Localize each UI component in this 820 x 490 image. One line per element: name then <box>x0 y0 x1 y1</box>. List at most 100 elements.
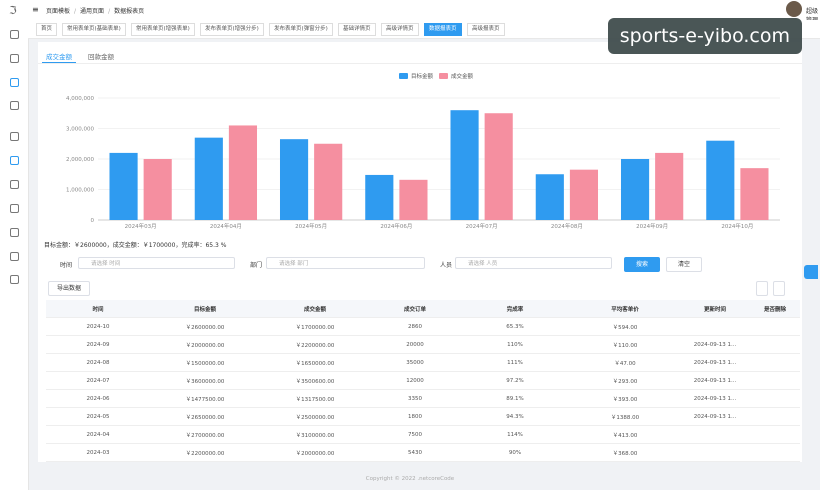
sub-tab[interactable]: 回款金额 <box>88 53 114 61</box>
sub-tab[interactable]: 成交金额 <box>46 53 72 61</box>
x-tick-label: 2024年03月 <box>125 222 157 230</box>
breadcrumb-item[interactable]: 页面模板 <box>46 8 71 15</box>
tool-button[interactable] <box>756 281 768 296</box>
table-row: 2024-07 ￥3600000.00 ￥3500600.00 12000 97.2% ￥… <box>46 371 800 390</box>
export-button[interactable]: 导出数据 <box>48 281 90 296</box>
header-row: 时间 目标金额 成交金额 成交订单 完成率 平均客单价 更新时间 是否删除 <box>46 300 800 318</box>
table-cell: 94.3% <box>460 407 570 426</box>
table-cell: 12000 <box>370 371 460 390</box>
filter-label: 时间 <box>60 262 73 269</box>
table-cell <box>750 335 800 354</box>
column-header: 平均客单价 <box>570 300 680 318</box>
table-cell: 5430 <box>370 443 460 462</box>
table-cell: 2024-09 <box>46 335 150 354</box>
tab-indicator <box>42 62 76 63</box>
table-cell <box>750 317 800 336</box>
table-cell <box>750 443 800 462</box>
y-tick-label: 4,000,000 <box>66 96 94 102</box>
table-cell: 7500 <box>370 425 460 444</box>
y-tick-label: 0 <box>91 218 95 224</box>
nav-icon[interactable] <box>10 204 19 213</box>
table-row: 2024-05 ￥2650000.00 ￥2500000.00 1800 94.3% ￥1… <box>46 407 800 426</box>
table-cell: ￥1700000.00 <box>260 317 370 336</box>
table-cell: 2024-08 <box>46 353 150 372</box>
bar <box>228 125 258 220</box>
footer: Copyright © 2022 .netcoreCode <box>365 476 455 482</box>
x-tick-label: 2024年07月 <box>466 222 498 230</box>
table-cell <box>750 425 800 444</box>
nav-icon[interactable] <box>10 180 19 189</box>
bar <box>109 152 138 220</box>
nav-icon[interactable] <box>10 101 19 110</box>
table-cell: ￥2200000.00 <box>150 443 260 462</box>
filter-input[interactable]: 请选择 部门 <box>266 257 425 269</box>
table-cell <box>680 443 750 462</box>
legend-swatch <box>439 73 448 79</box>
table-cell: ￥1477500.00 <box>150 389 260 408</box>
table-cell <box>680 425 750 444</box>
tab[interactable]: 常用表单页(基础表单) <box>62 23 126 36</box>
bar <box>399 179 428 220</box>
table-row: 2024-10 ￥2600000.00 ￥1700000.00 2860 65.3% ￥5… <box>46 317 800 336</box>
nav-icon[interactable] <box>10 252 19 261</box>
table-cell: ￥368.00 <box>570 443 680 462</box>
tool-button[interactable] <box>773 281 785 296</box>
nav-icon[interactable] <box>10 156 19 165</box>
table-cell: ￥2700000.00 <box>150 425 260 444</box>
breadcrumb-item[interactable]: 通用页面 <box>80 8 105 15</box>
filter-label: 部门 <box>250 262 263 269</box>
x-tick-label: 2024年05月 <box>295 222 327 230</box>
tab[interactable]: 常用表单页(增强表单) <box>131 23 195 36</box>
nav-icon[interactable] <box>10 54 19 63</box>
search-button[interactable]: 搜索 <box>624 257 660 272</box>
nav-icon[interactable] <box>10 228 19 237</box>
table-cell: 35000 <box>370 353 460 372</box>
tab[interactable]: 首页 <box>36 23 58 36</box>
filter-input[interactable]: 请选择 人员 <box>455 257 612 269</box>
tab[interactable]: 高级详情页 <box>381 23 419 36</box>
breadcrumb-item[interactable]: 数据报表页 <box>114 8 145 15</box>
x-tick-label: 2024年10月 <box>721 222 753 230</box>
table-cell: 2024-04 <box>46 425 150 444</box>
separator: / <box>74 8 77 15</box>
table-cell: 2024-03 <box>46 443 150 462</box>
tab[interactable]: 高级报表页 <box>467 23 505 36</box>
column-header: 成交订单 <box>370 300 460 318</box>
nav-icon[interactable] <box>10 275 19 284</box>
bar <box>450 110 479 220</box>
table-cell: ￥3500600.00 <box>260 371 370 390</box>
bar <box>740 168 769 220</box>
avatar[interactable] <box>786 1 802 17</box>
clear-button[interactable]: 清空 <box>666 257 702 272</box>
column-header: 目标金额 <box>150 300 260 318</box>
filter-input[interactable]: 请选择 时间 <box>78 257 235 269</box>
table-cell: 90% <box>460 443 570 462</box>
table-cell: ￥3600000.00 <box>150 371 260 390</box>
tab[interactable]: 发布表单页(增强分步) <box>200 23 264 36</box>
sidebar: ℑ <box>0 0 29 490</box>
legend-swatch <box>399 73 408 79</box>
table-cell: ￥2000000.00 <box>150 335 260 354</box>
menu-toggle[interactable]: ≡ <box>32 5 39 14</box>
chart: 0 1,000,000 2,000,000 3,000,000 4,000,000 目标金… <box>66 72 780 230</box>
table-cell: 2024-10 <box>46 317 150 336</box>
nav-icon[interactable] <box>10 132 19 141</box>
nav-icon[interactable] <box>10 78 19 87</box>
column-header: 时间 <box>46 300 150 318</box>
settings-tab[interactable] <box>804 265 818 279</box>
nav-icon[interactable] <box>10 30 19 39</box>
tab[interactable]: 数据报表页 <box>424 23 462 36</box>
table-cell: 20000 <box>370 335 460 354</box>
divider <box>38 63 802 64</box>
tab[interactable]: 基础详情页 <box>338 23 376 36</box>
table-row: 2024-04 ￥2700000.00 ￥3100000.00 7500 114% ￥41… <box>46 425 800 444</box>
table-cell: ￥2500000.00 <box>260 407 370 426</box>
y-tick-label: 3,000,000 <box>66 127 94 133</box>
table-cell <box>750 407 800 426</box>
bar <box>194 137 223 220</box>
table-row: 2024-09 ￥2000000.00 ￥2200000.00 20000 110% ￥1… <box>46 335 800 354</box>
table-cell: ￥293.00 <box>570 371 680 390</box>
tab[interactable]: 发布表单页(弹窗分步) <box>269 23 333 36</box>
x-tick-label: 2024年09月 <box>636 222 668 230</box>
